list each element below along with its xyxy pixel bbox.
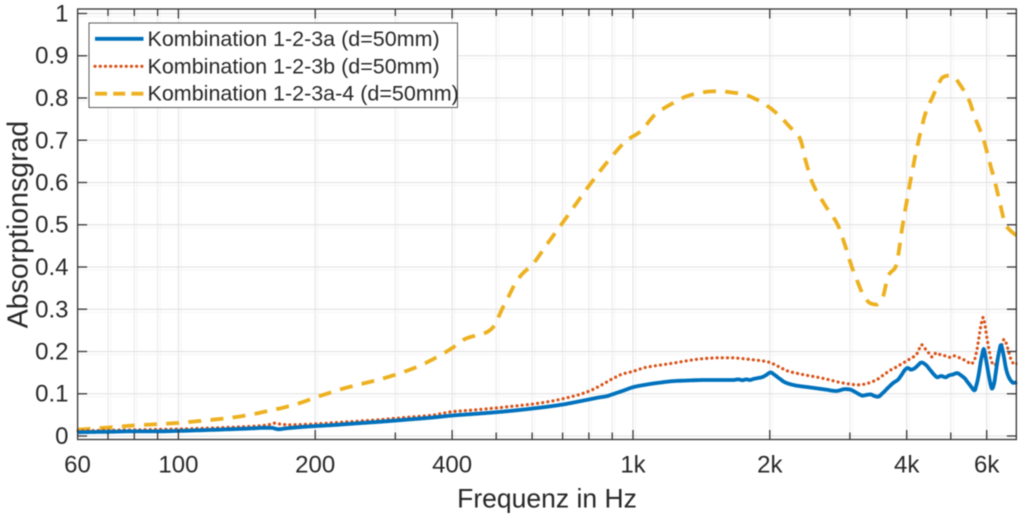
svg-text:0.2: 0.2: [35, 339, 68, 366]
svg-text:100: 100: [158, 452, 198, 479]
svg-text:0.6: 0.6: [35, 170, 68, 197]
svg-text:1: 1: [55, 1, 68, 28]
svg-text:4k: 4k: [894, 452, 920, 479]
svg-text:0: 0: [55, 423, 68, 450]
svg-text:Frequenz in Hz: Frequenz in Hz: [457, 484, 637, 514]
svg-text:0.8: 0.8: [35, 85, 68, 112]
svg-text:400: 400: [432, 452, 472, 479]
svg-text:0.5: 0.5: [35, 212, 68, 239]
svg-text:6k: 6k: [974, 452, 1000, 479]
svg-text:Kombination 1-2-3b (d=50mm): Kombination 1-2-3b (d=50mm): [148, 54, 440, 78]
svg-text:Kombination 1-2-3a-4 (d=50mm): Kombination 1-2-3a-4 (d=50mm): [148, 82, 459, 106]
svg-text:0.3: 0.3: [35, 296, 68, 323]
svg-text:2k: 2k: [757, 452, 783, 479]
svg-text:200: 200: [295, 452, 335, 479]
svg-text:60: 60: [64, 452, 91, 479]
svg-text:0.1: 0.1: [35, 381, 68, 408]
svg-text:0.7: 0.7: [35, 127, 68, 154]
svg-text:Absorptionsgrad: Absorptionsgrad: [3, 121, 35, 329]
svg-text:0.9: 0.9: [35, 43, 68, 70]
svg-text:1k: 1k: [620, 452, 646, 479]
svg-text:Kombination 1-2-3a (d=50mm): Kombination 1-2-3a (d=50mm): [148, 27, 440, 51]
svg-text:0.4: 0.4: [35, 254, 68, 281]
